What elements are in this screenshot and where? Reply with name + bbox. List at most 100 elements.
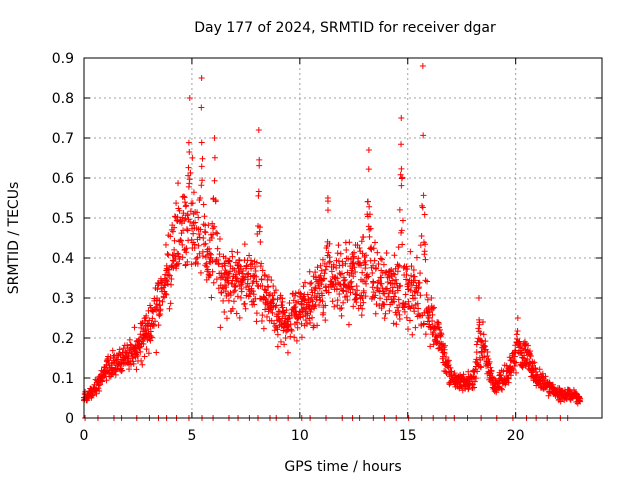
data-point — [186, 176, 193, 183]
data-point — [187, 169, 194, 176]
data-point — [398, 165, 405, 172]
data-point — [349, 259, 356, 266]
data-point — [249, 288, 256, 295]
data-point — [424, 278, 431, 285]
data-point — [479, 318, 486, 325]
chart-title: Day 177 of 2024, SRMTID for receiver dga… — [194, 20, 496, 36]
data-point — [225, 297, 232, 304]
data-point — [282, 335, 289, 342]
data-point — [152, 318, 159, 325]
data-point — [557, 398, 564, 405]
data-point — [284, 349, 291, 356]
data-point — [527, 353, 534, 360]
data-point — [138, 324, 145, 331]
data-point — [334, 302, 341, 309]
y-tick-label: 0.1 — [52, 371, 74, 387]
data-point — [194, 254, 201, 261]
data-point — [366, 211, 373, 218]
data-point — [109, 347, 116, 354]
data-point — [388, 266, 395, 273]
data-point — [230, 298, 237, 305]
data-point — [258, 318, 265, 325]
data-point — [343, 288, 350, 295]
data-point — [201, 213, 208, 220]
data-point — [173, 200, 180, 207]
data-point — [369, 284, 376, 291]
data-point — [353, 294, 360, 301]
data-point — [189, 200, 196, 207]
data-point — [262, 306, 269, 313]
data-point — [308, 279, 315, 286]
data-point — [345, 321, 352, 328]
data-point — [348, 283, 355, 290]
data-point — [269, 309, 276, 316]
data-point — [418, 202, 425, 209]
data-point — [191, 241, 198, 248]
data-point — [130, 360, 137, 367]
data-point — [251, 263, 258, 270]
data-point — [255, 188, 262, 195]
data-point — [329, 298, 336, 305]
data-point — [344, 297, 351, 304]
data-point — [420, 132, 427, 139]
data-point — [486, 358, 493, 365]
data-point — [308, 294, 315, 301]
data-point — [536, 366, 543, 373]
data-point — [253, 278, 260, 285]
data-point — [89, 391, 96, 398]
axis-ticks: 0 0.1 0.2 0.3 0.4 0.5 0.6 0.7 0.8 0.9 0 5 10 15 20 — [52, 51, 602, 444]
data-point — [211, 154, 218, 161]
data-point — [238, 288, 245, 295]
x-tick-label: 15 — [399, 428, 417, 444]
data-point — [180, 193, 187, 200]
data-point — [186, 149, 193, 156]
data-point — [269, 296, 276, 303]
data-point — [182, 246, 189, 253]
data-point — [484, 348, 491, 355]
data-point — [294, 324, 301, 331]
data-point — [369, 269, 376, 276]
data-point — [412, 277, 419, 284]
data-point — [429, 305, 436, 312]
data-point — [177, 237, 184, 244]
data-point — [175, 180, 182, 187]
data-point — [395, 296, 402, 303]
data-point — [403, 271, 410, 278]
data-point — [314, 322, 321, 329]
data-point — [351, 253, 358, 260]
data-point — [348, 270, 355, 277]
data-point — [339, 262, 346, 269]
data-point — [250, 291, 257, 298]
data-point — [252, 268, 259, 275]
data-point — [429, 317, 436, 324]
data-point — [209, 231, 216, 238]
data-point — [360, 299, 367, 306]
data-point — [232, 271, 239, 278]
data-point — [396, 302, 403, 309]
data-point — [279, 315, 286, 322]
data-point — [224, 275, 231, 282]
data-point — [208, 234, 215, 241]
data-point — [426, 321, 433, 328]
data-point — [487, 364, 494, 371]
data-point — [334, 250, 341, 257]
data-point — [291, 334, 298, 341]
data-point — [316, 302, 323, 309]
data-point — [260, 325, 267, 332]
data-point — [438, 331, 445, 338]
data-point — [481, 353, 488, 360]
data-point — [384, 279, 391, 286]
data-point — [198, 104, 205, 111]
data-point — [422, 331, 429, 338]
data-point — [208, 294, 215, 301]
data-point — [166, 272, 173, 279]
data-point — [326, 240, 333, 247]
data-point — [465, 368, 472, 375]
data-point — [331, 303, 338, 310]
data-point — [390, 320, 397, 327]
data-point — [218, 270, 225, 277]
data-point — [393, 280, 400, 287]
data-point — [417, 292, 424, 299]
data-point — [447, 364, 454, 371]
